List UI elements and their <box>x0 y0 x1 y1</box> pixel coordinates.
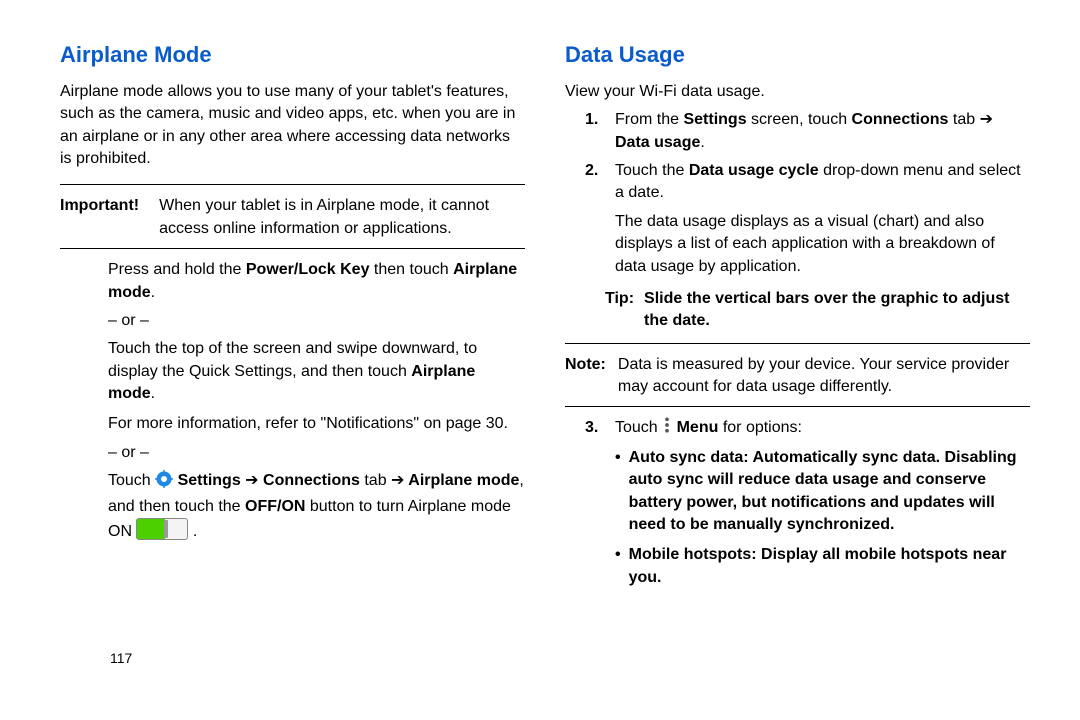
important-note: Important! When your tablet is in Airpla… <box>60 195 525 240</box>
page-number: 117 <box>110 650 132 666</box>
note-body: Data is measured by your device. Your se… <box>618 354 1030 399</box>
note-label: Note: <box>565 354 606 399</box>
important-body: When your tablet is in Airplane mode, it… <box>159 195 525 240</box>
manual-page: Airplane Mode Airplane mode allows you t… <box>0 0 1080 617</box>
or-separator: – or – <box>108 442 525 464</box>
menu-icon <box>662 417 672 440</box>
divider <box>565 406 1030 407</box>
bullet-body: Mobile hotspots: Display all mobile hots… <box>629 544 1030 589</box>
step-2-body: Touch the Data usage cycle drop-down men… <box>615 160 1030 205</box>
step1-text: Press and hold the Power/Lock Key then t… <box>108 261 517 300</box>
data-usage-heading: Data Usage <box>565 40 1030 71</box>
data-usage-intro: View your Wi-Fi data usage. <box>565 81 1030 103</box>
gear-icon <box>155 470 173 495</box>
step-number: 2. <box>585 160 603 205</box>
divider <box>565 343 1030 344</box>
toggle-on-icon <box>136 518 188 540</box>
bullet-mobile-hotspots: • Mobile hotspots: Display all mobile ho… <box>565 544 1030 589</box>
bullet-auto-sync: • Auto sync data: Automatically sync dat… <box>565 447 1030 537</box>
step-1-body: From the Settings screen, touch Connecti… <box>615 109 1030 154</box>
important-label: Important! <box>60 195 139 240</box>
step3-text: Touch Settings ➔ Connections tab ➔ Airpl… <box>108 472 524 540</box>
step-3-body: Touch Menu for options: <box>615 417 1030 440</box>
airplane-mode-heading: Airplane Mode <box>60 40 525 71</box>
step-3: 3. Touch Menu for options: <box>565 417 1030 440</box>
step-2-detail: The data usage displays as a visual (cha… <box>565 211 1030 278</box>
more-info-text: For more information, refer to "Notifica… <box>108 415 508 432</box>
step-1: 1. From the Settings screen, touch Conne… <box>565 109 1030 154</box>
divider <box>60 248 525 249</box>
tip-row: Tip: Slide the vertical bars over the gr… <box>565 288 1030 333</box>
step2-text: Touch the top of the screen and swipe do… <box>108 340 477 402</box>
step-number: 3. <box>585 417 603 440</box>
divider <box>60 184 525 185</box>
right-column: Data Usage View your Wi-Fi data usage. 1… <box>565 40 1030 597</box>
bullet-icon: • <box>615 544 621 589</box>
step-2: 2. Touch the Data usage cycle drop-down … <box>565 160 1030 205</box>
tip-body: Slide the vertical bars over the graphic… <box>644 288 1030 333</box>
note-row: Note: Data is measured by your device. Y… <box>565 354 1030 399</box>
or-separator: – or – <box>108 310 525 332</box>
step-block: Press and hold the Power/Lock Key then t… <box>60 259 525 543</box>
bullet-icon: • <box>615 447 621 537</box>
tip-label: Tip: <box>605 288 634 333</box>
airplane-intro: Airplane mode allows you to use many of … <box>60 81 525 171</box>
bullet-body: Auto sync data: Automatically sync data.… <box>629 447 1030 537</box>
left-column: Airplane Mode Airplane mode allows you t… <box>60 40 525 597</box>
step-number: 1. <box>585 109 603 154</box>
